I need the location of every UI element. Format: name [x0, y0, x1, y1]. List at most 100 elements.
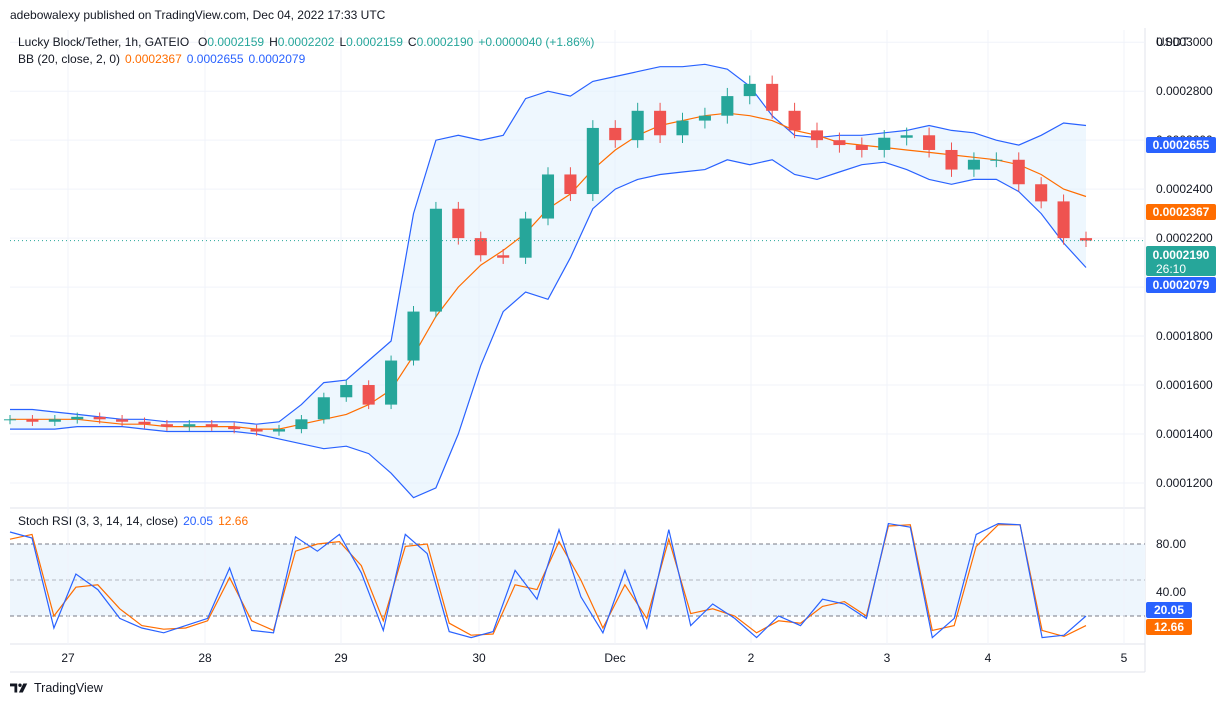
svg-text:12.66: 12.66 [1154, 620, 1184, 634]
candle-body [3, 419, 17, 421]
candle-body [452, 208, 465, 239]
time-tick-label: 2 [748, 651, 755, 665]
svg-text:20.05: 20.05 [1154, 603, 1184, 617]
candle-body [71, 416, 84, 420]
candle-body [833, 140, 846, 146]
candle-body [116, 419, 129, 422]
time-tick-label: Dec [604, 651, 625, 665]
stoch-tick-label: 80.00 [1156, 537, 1186, 551]
candle-body [810, 130, 824, 141]
footer-brand-text: TradingView [34, 681, 103, 695]
candle-body [923, 135, 936, 150]
badge-last-price: 0.0002190 26:10 [1146, 246, 1216, 276]
time-tick-label: 3 [884, 651, 891, 665]
candle-body [272, 429, 286, 432]
candle-body [609, 127, 622, 141]
candle-body [183, 424, 196, 427]
time-tick-label: 29 [334, 651, 348, 665]
svg-text:0.0002367: 0.0002367 [1153, 205, 1210, 219]
candle-body [385, 360, 398, 405]
candle-body [317, 397, 330, 420]
badge-bb-upper: 0.0002655 [1146, 137, 1216, 153]
candle-body [788, 110, 801, 131]
candle-body [138, 421, 151, 425]
legend-symbol[interactable]: Lucky Block/Tether, 1h, GATEIO [18, 35, 189, 49]
currency-label: USDT [1156, 35, 1189, 49]
candle-body [564, 174, 577, 195]
time-tick-label: 5 [1121, 651, 1128, 665]
candle-body [631, 110, 644, 141]
time-tick-label: 28 [198, 651, 212, 665]
stoch-k-line [9, 522, 1087, 639]
candle-body [340, 385, 353, 398]
candle-body [429, 208, 442, 312]
candle-body [1035, 184, 1048, 202]
price-tick-label: 0.0002400 [1156, 182, 1213, 196]
candle-body [295, 419, 308, 430]
bollinger-fill [10, 64, 1086, 498]
candle-body [26, 419, 39, 422]
legend-bb[interactable]: BB (20, close, 2, 0) 0.0002367 0.0002655 0.… [18, 52, 306, 66]
bollinger-band-area [10, 64, 1086, 498]
time-tick-label: 30 [472, 651, 486, 665]
footer-brand[interactable]: TradingView [10, 681, 103, 695]
time-tick-label: 27 [61, 651, 75, 665]
candle-body [362, 385, 375, 405]
candle-body [945, 149, 958, 170]
candle-body [698, 115, 711, 121]
badge-stoch-k: 20.05 [1146, 602, 1192, 618]
candle-body [497, 255, 510, 258]
svg-text:26:10: 26:10 [1156, 262, 1186, 276]
price-tick-label: 0.0001400 [1156, 427, 1213, 441]
candle-body [967, 159, 980, 170]
time-axis[interactable]: 27 28 29 30 Dec 2 3 4 5 [61, 651, 1127, 665]
price-tick-label: 0.0002800 [1156, 84, 1213, 98]
candle-body [990, 159, 1003, 161]
legend-stoch[interactable]: Stoch RSI (3, 3, 14, 14, close) 20.05 12.6… [18, 514, 248, 528]
price-tick-label: 0.0003000 [1156, 35, 1213, 49]
candle-body [48, 419, 61, 422]
candle-body [1079, 238, 1093, 241]
legend-ohlc: O0.0002159 H0.0002202 L0.0002159 C0.0002190… [198, 35, 594, 49]
svg-text:0.0002079: 0.0002079 [1153, 278, 1210, 292]
badge-stoch-d: 12.66 [1146, 619, 1192, 635]
price-axis[interactable]: 0.00030000.00028000.00026000.00024000.00… [1156, 35, 1213, 599]
bb-lower-line [10, 159, 1087, 499]
candle-body [855, 145, 868, 150]
candle-body [721, 96, 734, 116]
candle-body [1057, 201, 1070, 239]
candle-body [407, 311, 420, 361]
svg-text:0.0002655: 0.0002655 [1153, 138, 1210, 152]
grid [10, 30, 1145, 644]
candle-body [900, 135, 913, 138]
candle-body [250, 429, 263, 432]
candle-body [654, 110, 667, 136]
candle-body [474, 238, 487, 256]
tradingview-logo-icon [10, 683, 28, 693]
candle-body [93, 416, 106, 420]
price-tick-label: 0.0001800 [1156, 329, 1213, 343]
candle-body [519, 218, 532, 258]
stoch-tick-label: 40.00 [1156, 585, 1186, 599]
candle-body [743, 83, 756, 97]
candle-body [586, 127, 599, 195]
candle-body [228, 426, 241, 430]
candle-body [160, 424, 173, 427]
badge-bb-mid: 0.0002367 [1146, 204, 1216, 220]
candle-body [205, 424, 218, 427]
time-tick-label: 4 [985, 651, 992, 665]
stoch-rsi-pane [9, 522, 1087, 639]
svg-text:0.0002190: 0.0002190 [1153, 248, 1210, 262]
candle-body [766, 83, 779, 111]
badge-bb-lower: 0.0002079 [1146, 277, 1216, 293]
candles [3, 75, 1145, 436]
price-tick-label: 0.0002200 [1156, 231, 1213, 245]
candle-body [541, 174, 555, 219]
candle-body [1012, 159, 1025, 185]
publisher-text: adebowalexy published on TradingView.com… [10, 8, 386, 22]
candle-body [676, 120, 689, 136]
price-tick-label: 0.0001200 [1156, 476, 1213, 490]
candle-body [878, 137, 891, 150]
